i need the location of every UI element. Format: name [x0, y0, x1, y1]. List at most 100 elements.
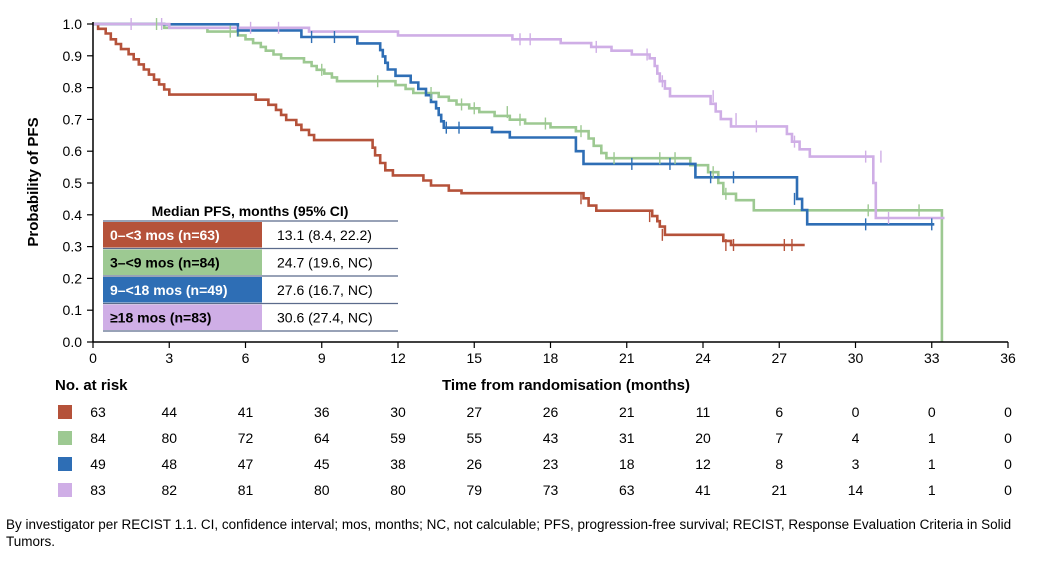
legend-swatch-0 [103, 222, 262, 248]
risk-count: 81 [238, 482, 254, 498]
risk-count: 21 [619, 404, 635, 420]
risk-count: 84 [90, 430, 106, 446]
risk-count: 20 [695, 430, 711, 446]
legend-median-value: 24.7 (19.6, NC) [277, 254, 373, 270]
risk-count: 43 [543, 430, 559, 446]
legend-value-cell [262, 222, 398, 248]
risk-count: 1 [928, 456, 936, 472]
legend-group-label: 9–<18 mos (n=49) [110, 282, 228, 298]
risk-count: 7 [775, 430, 783, 446]
risk-count: 47 [238, 456, 254, 472]
y-tick-label: 0.6 [63, 143, 83, 159]
risk-count: 12 [695, 456, 711, 472]
x-tick-label: 15 [466, 350, 482, 366]
legend-value-cell [262, 304, 398, 330]
censor-marks [130, 18, 933, 252]
x-tick-label: 24 [695, 350, 711, 366]
risk-row-swatch-3 [58, 483, 72, 497]
risk-count: 27 [466, 404, 482, 420]
risk-count: 14 [848, 482, 864, 498]
legend-group-label: 0–<3 mos (n=63) [110, 227, 220, 243]
x-tick-label: 0 [89, 350, 97, 366]
x-tick-label: 9 [318, 350, 326, 366]
risk-count: 38 [390, 456, 406, 472]
y-tick-label: 0.3 [63, 239, 83, 255]
risk-count: 8 [775, 456, 783, 472]
risk-count: 73 [543, 482, 559, 498]
risk-row-swatch-0 [58, 405, 72, 419]
risk-row-swatch-1 [58, 431, 72, 445]
legend-median-value: 30.6 (27.4, NC) [277, 309, 373, 325]
legend-value-cell [262, 249, 398, 275]
y-tick-label: 0.0 [63, 334, 83, 350]
legend-title: Median PFS, months (95% CI) [152, 203, 349, 219]
y-tick-label: 0.5 [63, 175, 83, 191]
risk-count: 0 [1004, 456, 1012, 472]
risk-count: 48 [161, 456, 177, 472]
risk-count: 3 [852, 456, 860, 472]
risk-count: 64 [314, 430, 330, 446]
risk-count: 26 [543, 404, 559, 420]
x-tick-label: 36 [1000, 350, 1016, 366]
footnote: By investigator per RECIST 1.1. CI, conf… [6, 517, 1012, 549]
y-tick-label: 0.4 [63, 207, 83, 223]
risk-count: 49 [90, 456, 106, 472]
median-pfs-legend: Median PFS, months (95% CI) 0–<3 mos (n=… [103, 203, 398, 332]
risk-count: 0 [928, 404, 936, 420]
y-tick-label: 0.8 [63, 80, 83, 96]
y-tick-label: 0.7 [63, 111, 83, 127]
risk-count: 36 [314, 404, 330, 420]
risk-count: 55 [466, 430, 482, 446]
risk-count: 63 [619, 482, 635, 498]
risk-count: 72 [238, 430, 254, 446]
legend-swatch-3 [103, 304, 262, 330]
km-curve-0 [93, 22, 805, 247]
x-tick-label: 33 [924, 350, 940, 366]
risk-count: 0 [852, 404, 860, 420]
risk-count: 45 [314, 456, 330, 472]
risk-count: 80 [161, 430, 177, 446]
km-chart: 0 3 6 9 12 15 18 21 24 27 30 33 360.00.10.20.30.40.5… [25, 16, 1016, 498]
risk-table-header: No. at risk [55, 377, 128, 394]
y-tick-label: 0.9 [63, 48, 83, 64]
risk-count: 82 [161, 482, 177, 498]
x-tick-label: 18 [543, 350, 559, 366]
risk-count: 44 [161, 404, 177, 420]
x-tick-label: 12 [390, 350, 406, 366]
km-curve-2 [93, 22, 935, 226]
risk-count: 31 [619, 430, 635, 446]
risk-count: 41 [695, 482, 711, 498]
x-tick-label: 21 [619, 350, 635, 366]
axes: 0 3 6 9 12 15 18 21 24 27 30 33 360.00.10.20.30.40.5… [63, 16, 1016, 366]
legend-value-cell [262, 277, 398, 303]
risk-count: 21 [771, 482, 787, 498]
risk-count: 80 [390, 482, 406, 498]
risk-count: 6 [775, 404, 783, 420]
legend-median-value: 13.1 (8.4, 22.2) [277, 227, 372, 243]
y-tick-label: 0.1 [63, 302, 83, 318]
x-tick-label: 27 [771, 350, 787, 366]
risk-count: 79 [466, 482, 482, 498]
legend-swatch-1 [103, 249, 262, 275]
legend-group-label: ≥18 mos (n=83) [110, 309, 211, 325]
y-tick-label: 1.0 [63, 16, 83, 32]
legend-group-label: 3–<9 mos (n=84) [110, 254, 220, 270]
risk-count: 41 [238, 404, 254, 420]
risk-row-swatch-2 [58, 457, 72, 471]
risk-count: 18 [619, 456, 635, 472]
risk-count: 23 [543, 456, 559, 472]
legend-median-value: 27.6 (16.7, NC) [277, 282, 373, 298]
risk-count: 83 [90, 482, 106, 498]
risk-count: 0 [1004, 430, 1012, 446]
risk-count: 30 [390, 404, 406, 420]
risk-count: 80 [314, 482, 330, 498]
x-tick-label: 30 [848, 350, 864, 366]
risk-count: 0 [1004, 404, 1012, 420]
risk-count: 26 [466, 456, 482, 472]
risk-count: 0 [1004, 482, 1012, 498]
legend-swatch-2 [103, 277, 262, 303]
y-axis-label: Probability of PFS [25, 117, 42, 246]
y-tick-label: 0.2 [63, 270, 83, 286]
risk-count: 4 [852, 430, 860, 446]
x-tick-label: 3 [165, 350, 173, 366]
